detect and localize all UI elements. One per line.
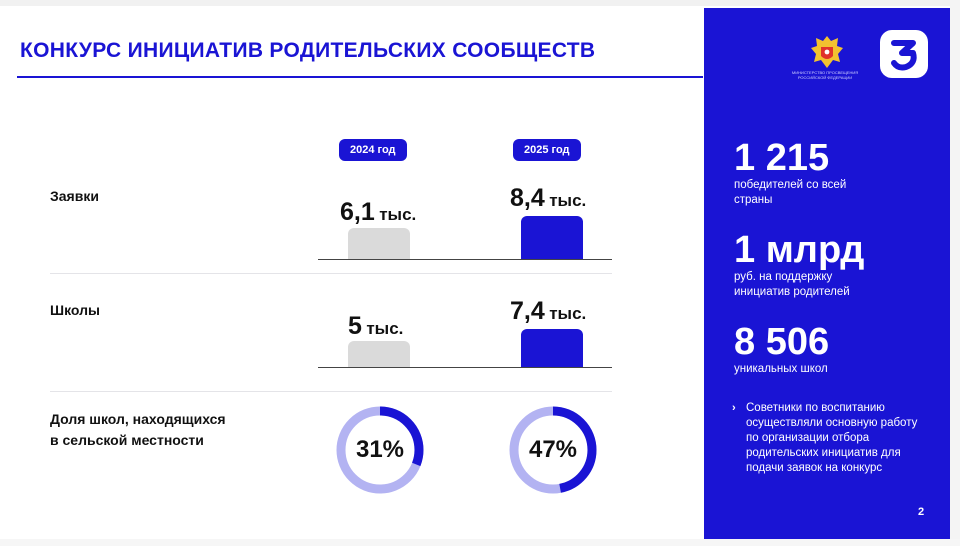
note-text: Советники по воспитанию осуществляли осн… xyxy=(746,402,918,474)
schools-2024-unit: тыс. xyxy=(366,319,404,338)
ring-rural-2025-arc xyxy=(509,406,597,494)
baseline-applications xyxy=(318,259,612,260)
stat-schools-desc: уникальных школ xyxy=(734,362,914,377)
row-label-schools: Школы xyxy=(50,302,100,318)
applications-2025-unit: тыс. xyxy=(549,191,587,210)
title-underline xyxy=(17,76,703,78)
stat-winners-desc-line-2: страны xyxy=(734,194,773,206)
top-border xyxy=(0,0,960,6)
right-edge xyxy=(950,0,960,546)
bottom-edge xyxy=(0,539,960,546)
coat-of-arms-icon xyxy=(811,36,843,68)
applications-2025-value: 8,4 тыс. xyxy=(510,184,586,213)
ring-rural-2025-chart xyxy=(509,406,597,494)
stat-funding-desc-line-1: руб. на поддержку xyxy=(734,271,833,283)
ring-rural-2024: 31% xyxy=(336,406,424,494)
schools-2025-unit: тыс. xyxy=(549,304,587,323)
applications-2024-number: 6,1 xyxy=(340,198,375,226)
schools-2024-value: 5 тыс. xyxy=(348,312,403,341)
bar-applications-2025 xyxy=(521,216,583,259)
rural-2024-percent: 31% xyxy=(355,436,405,463)
ring-rural-2025: 47% xyxy=(509,406,597,494)
brand-logo-mark xyxy=(891,40,917,71)
ring-rural-2024-chart xyxy=(336,406,424,494)
row-label-rural-share: Доля школ, находящихся в сельской местно… xyxy=(50,409,226,451)
applications-2025-number: 8,4 xyxy=(510,184,545,212)
slide-title: КОНКУРС ИНИЦИАТИВ РОДИТЕЛЬСКИХ СООБЩЕСТВ xyxy=(20,39,596,62)
stat-schools-desc-line-1: уникальных школ xyxy=(734,363,828,375)
bar-schools-2025 xyxy=(521,329,583,367)
schools-2025-number: 7,4 xyxy=(510,297,545,325)
stat-winners-desc-line-1: победителей со всей xyxy=(734,179,847,191)
applications-2024-unit: тыс. xyxy=(379,205,417,224)
rural-label-line-1: Доля школ, находящихся xyxy=(50,411,226,427)
brand-logo-icon xyxy=(880,30,928,78)
stat-winners-desc: победителей со всей страны xyxy=(734,178,914,208)
schools-2025-value: 7,4 тыс. xyxy=(510,297,586,326)
note-chevron-icon: › xyxy=(732,402,736,414)
bar-applications-2024 xyxy=(348,228,410,259)
ministry-caption: МИНИСТЕРСТВО ПРОСВЕЩЕНИЯ РОССИЙСКОЙ ФЕДЕ… xyxy=(791,70,859,80)
bar-schools-2024 xyxy=(348,341,410,367)
row-separator-1 xyxy=(50,273,612,274)
row-separator-2 xyxy=(50,391,612,392)
stat-winners-value: 1 215 xyxy=(734,137,830,179)
rural-label-line-2: в сельской местности xyxy=(50,432,204,448)
stat-funding-desc-line-2: инициатив родителей xyxy=(734,286,850,298)
rural-2025-percent: 47% xyxy=(528,436,578,463)
stat-schools-value: 8 506 xyxy=(734,321,830,363)
stats-panel: МИНИСТЕРСТВО ПРОСВЕЩЕНИЯ РОССИЙСКОЙ ФЕДЕ… xyxy=(704,8,950,539)
stat-funding-desc: руб. на поддержку инициатив родителей xyxy=(734,270,914,300)
schools-2024-number: 5 xyxy=(348,312,362,340)
page-number: 2 xyxy=(918,506,925,518)
year-badge-2024: 2024 год xyxy=(339,139,407,161)
ring-rural-2024-arc xyxy=(336,406,424,494)
stat-funding-value: 1 млрд xyxy=(734,229,865,271)
row-label-applications: Заявки xyxy=(50,188,99,204)
baseline-schools xyxy=(318,367,612,368)
year-badge-2025: 2025 год xyxy=(513,139,581,161)
applications-2024-value: 6,1 тыс. xyxy=(340,198,416,227)
